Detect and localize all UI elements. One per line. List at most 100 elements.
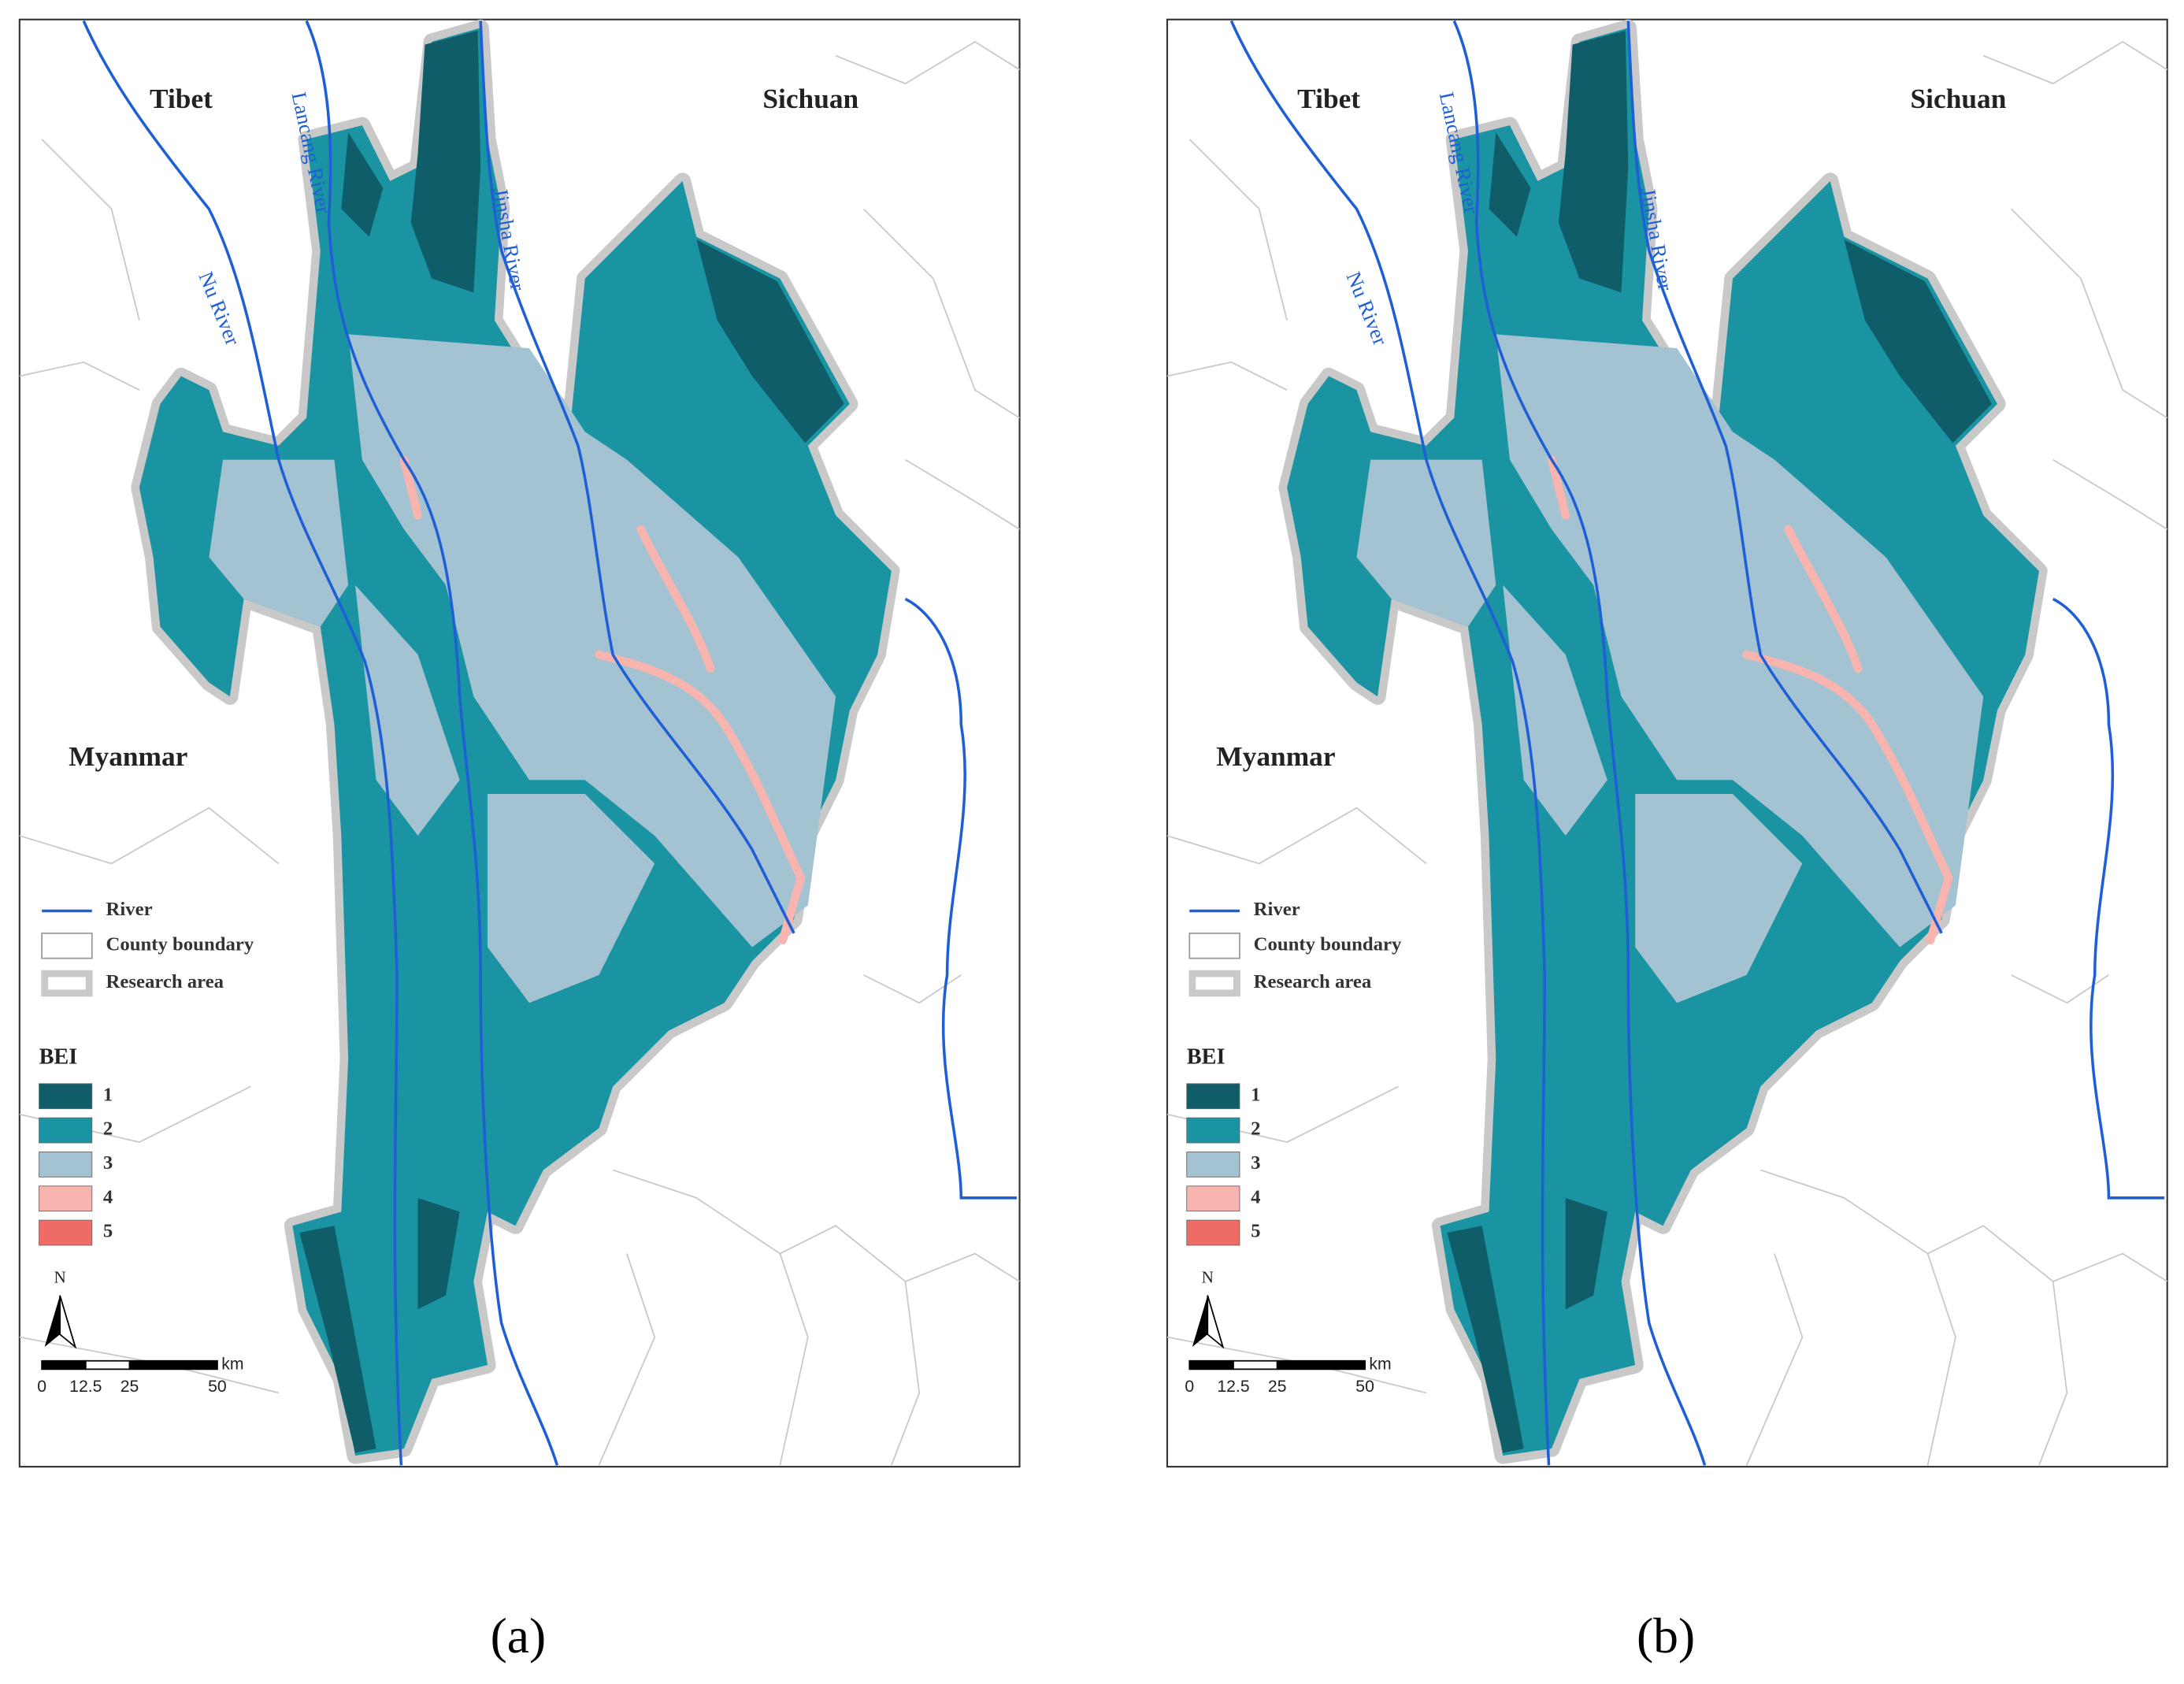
legend-county-symbol: [1188, 932, 1240, 959]
scale-segment: [128, 1359, 218, 1371]
bei-zone: [209, 459, 349, 627]
scale-segment: [1188, 1359, 1234, 1371]
bei-zone: [1635, 793, 1803, 1003]
legend-swatch: [1186, 1117, 1240, 1144]
bei-zone: [1784, 525, 1863, 673]
scale-segment: [1233, 1359, 1278, 1371]
north-arrow: [59, 1295, 77, 1349]
legend-class-label: 2: [103, 1118, 113, 1140]
legend-swatch: [39, 1083, 93, 1110]
legend-class-label: 1: [1251, 1084, 1260, 1105]
bei-zone: [488, 793, 655, 1003]
legend-class-label: 5: [1251, 1221, 1260, 1242]
county-boundary: [862, 208, 1021, 419]
county-boundary: [1166, 807, 1427, 865]
legend-label: Research area: [1254, 971, 1372, 992]
north-label: N: [1202, 1267, 1214, 1286]
scale-unit: km: [1369, 1356, 1391, 1374]
river: [1452, 20, 1707, 1466]
legend-county-symbol: [41, 932, 93, 959]
bei-zone: [1447, 1226, 1524, 1453]
river: [1229, 20, 1551, 1466]
scale-label: 25: [121, 1378, 139, 1396]
bei-zone: [1547, 455, 1570, 520]
scale-segment: [84, 1359, 131, 1371]
county-boundary: [1760, 1169, 2168, 1282]
scale-label: 0: [1185, 1378, 1194, 1396]
legend-swatch: [1186, 1219, 1240, 1246]
legend-class-label: 1: [103, 1084, 113, 1105]
bei-zone: [595, 650, 806, 944]
north-arrow: [1207, 1295, 1225, 1349]
bei-zone: [299, 1226, 376, 1453]
legend-class-label: 2: [1251, 1118, 1260, 1140]
bei-zone: [1503, 584, 1607, 836]
county-boundary: [1745, 1253, 1804, 1466]
legend-label: River: [1254, 899, 1300, 920]
legend-swatch: [39, 1219, 93, 1246]
county-boundary: [1926, 1253, 1956, 1466]
scale-label: 0: [37, 1378, 46, 1396]
scale-unit: km: [221, 1356, 243, 1374]
legend-title: BEI: [1187, 1044, 1225, 1069]
county-boundary: [19, 807, 280, 865]
bei-zone: [410, 30, 481, 293]
north-label: N: [54, 1267, 65, 1286]
legend-class-label: 3: [103, 1152, 113, 1174]
river: [2052, 597, 2165, 1200]
river: [82, 20, 403, 1466]
scale-label: 50: [1355, 1378, 1374, 1396]
river: [1626, 20, 1943, 934]
county-boundary: [1188, 139, 1288, 321]
legend-label: County boundary: [1254, 933, 1402, 955]
county-boundary: [2038, 1281, 2068, 1466]
region-label: Myanmar: [69, 740, 187, 772]
panel-caption: (a): [491, 1608, 547, 1664]
county-boundary: [19, 361, 140, 391]
legend-label: County boundary: [106, 933, 254, 955]
bei-zone: [341, 132, 384, 237]
region-label: Myanmar: [1216, 740, 1335, 772]
county-boundary: [1982, 41, 2168, 85]
county-boundary: [41, 139, 140, 321]
legend-label: River: [106, 899, 152, 920]
legend-research-symbol: [1188, 970, 1240, 997]
river: [305, 20, 559, 1466]
bei-zone: [1742, 650, 1953, 944]
bei-zone: [1356, 459, 1496, 627]
legend-class-label: 3: [1251, 1152, 1260, 1174]
north-arrow: [1192, 1295, 1208, 1348]
legend-research-symbol: [41, 970, 93, 997]
bei-zone: [1565, 1197, 1607, 1310]
legend-title: BEI: [39, 1044, 78, 1069]
county-boundary: [2052, 458, 2168, 530]
river: [479, 20, 795, 934]
legend-label: Research area: [106, 971, 224, 992]
legend-swatch: [1186, 1185, 1240, 1212]
region-label: Sichuan: [762, 83, 858, 114]
bei-zone: [636, 525, 715, 673]
county-boundary: [1166, 361, 1288, 391]
panel-caption: (b): [1637, 1608, 1695, 1664]
county-boundary: [612, 1169, 1021, 1282]
scale-label: 12.5: [1217, 1378, 1249, 1396]
river: [904, 597, 1018, 1200]
bei-zone: [1844, 239, 1992, 443]
scale-label: 12.5: [69, 1378, 102, 1396]
legend-class-label: 4: [103, 1186, 113, 1207]
county-boundary: [905, 458, 1021, 530]
scale-label: 50: [208, 1378, 227, 1396]
bei-zone: [355, 584, 460, 836]
legend-class-label: 5: [103, 1221, 113, 1242]
scale-label: 25: [1268, 1378, 1287, 1396]
bei-zone: [1558, 30, 1629, 293]
county-boundary: [2011, 208, 2168, 419]
legend-swatch: [39, 1117, 93, 1144]
county-boundary: [598, 1253, 656, 1466]
legend-swatch: [1186, 1152, 1240, 1178]
legend-swatch: [39, 1185, 93, 1212]
